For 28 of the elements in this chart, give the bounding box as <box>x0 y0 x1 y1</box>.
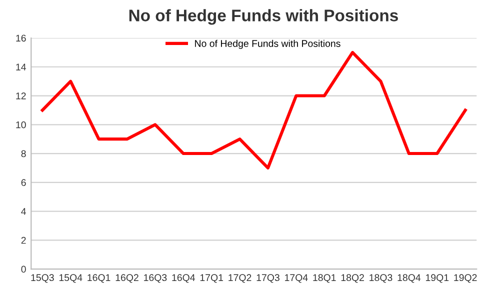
y-tick-label: 4 <box>21 208 26 215</box>
x-tick-label: 15Q3 <box>31 274 54 283</box>
y-tick-label: 8 <box>21 150 26 158</box>
x-tick-label: 17Q4 <box>285 274 308 283</box>
y-tick-label: 10 <box>16 121 26 128</box>
x-tick-label: 18Q4 <box>398 274 421 283</box>
y-tick-label: 2 <box>21 236 26 244</box>
y-tick-label: 14 <box>16 64 26 70</box>
x-tick-label: 18Q1 <box>313 274 336 283</box>
line-series <box>40 50 467 170</box>
x-tick-label: 18Q3 <box>370 274 392 283</box>
x-tick-label: 18Q2 <box>341 274 364 283</box>
y-tick-label: 0 <box>21 266 26 273</box>
x-tick-label: 17Q3 <box>256 274 280 283</box>
x-tick-label: 16Q4 <box>172 274 195 283</box>
y-tick-label: 16 <box>16 34 26 42</box>
x-tick-label: 15Q4 <box>59 274 82 283</box>
y-tick-label: 6 <box>21 179 26 186</box>
x-tick-label: 16Q2 <box>116 274 138 283</box>
x-tick-label: 19Q2 <box>454 274 477 283</box>
x-tick-label: 16Q3 <box>144 274 167 283</box>
x-tick-label: 17Q1 <box>200 274 223 283</box>
legend-label: No of Hedge Funds with Positions <box>195 40 340 49</box>
x-tick-label: 16Q1 <box>88 274 110 283</box>
x-tick-label: 19Q1 <box>426 274 449 283</box>
y-tick-label: 12 <box>16 92 26 100</box>
chart-title: No of Hedge Funds with Positions <box>129 9 398 25</box>
x-tick-label: 17Q2 <box>228 274 252 283</box>
